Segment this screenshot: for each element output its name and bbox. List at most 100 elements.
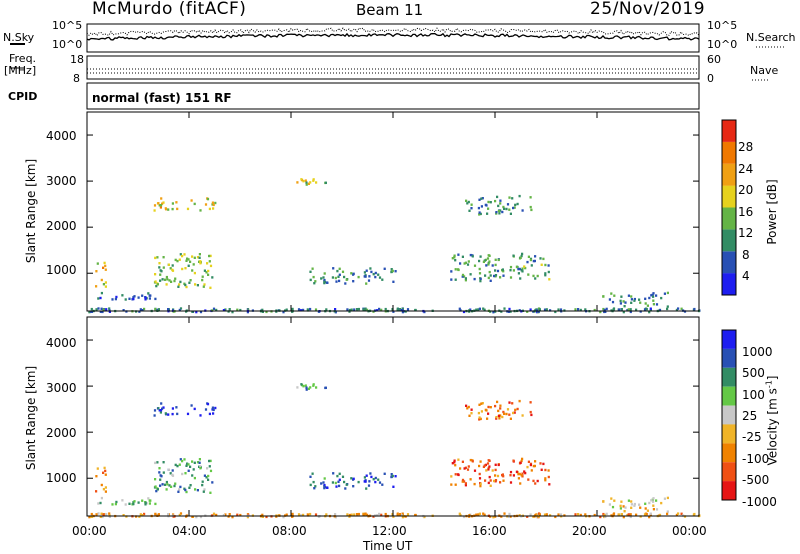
power-echo-cell	[544, 274, 547, 277]
power-echo-cell	[183, 253, 186, 256]
velocity-echo-cell	[155, 489, 158, 493]
velocity-echo-cell	[133, 500, 136, 503]
velocity-echo-cell	[505, 412, 508, 416]
velocity-echo-cell	[352, 485, 355, 488]
power-echo-cell	[523, 265, 526, 268]
power-echo-cell	[128, 297, 131, 300]
velocity-echo-cell	[391, 474, 394, 478]
velocity-echo-cell	[302, 513, 305, 517]
power-echo-cell	[579, 308, 582, 312]
velocity-echo-cell	[605, 512, 608, 516]
velocity-echo-cell	[167, 513, 170, 516]
power-cbar-tick: 24	[738, 162, 754, 176]
power-echo-cell	[296, 181, 299, 184]
velocity-echo-cell	[108, 515, 111, 518]
velocity-echo-cell	[464, 482, 467, 485]
power-echo-cell	[494, 310, 497, 313]
power-echo-cell	[612, 307, 616, 310]
power-echo-cell	[348, 308, 351, 312]
velocity-echo-cell	[168, 484, 171, 487]
velocity-echo-cell	[99, 515, 102, 518]
power-y-tick-label: 3000	[46, 174, 77, 188]
power-echo-cell	[239, 308, 242, 312]
velocity-echo-cell	[392, 485, 395, 488]
power-echo-cell	[153, 209, 156, 212]
power-echo-cell	[285, 308, 288, 311]
power-echo-cell	[186, 257, 189, 260]
power-echo-cell	[306, 308, 309, 311]
velocity-echo-cell	[663, 497, 666, 500]
velocity-echo-cell	[529, 463, 532, 467]
power-echo-cell	[629, 310, 632, 314]
power-echo-cell	[141, 294, 144, 297]
power-echo-cell	[162, 256, 165, 259]
power-echo-cell	[187, 258, 190, 261]
power-echo-cell	[497, 204, 500, 208]
power-echo-cell	[111, 298, 114, 301]
velocity-y-tick-label: 1000	[46, 471, 77, 485]
velocity-echo-cell	[482, 465, 485, 468]
velocity-echo-cell	[296, 386, 299, 389]
power-echo-cell	[178, 283, 181, 286]
power-echo-cell	[381, 278, 384, 281]
power-echo-cell	[331, 276, 334, 279]
velocity-echo-cell	[627, 499, 630, 502]
velocity-echo-cell	[309, 475, 312, 478]
velocity-echo-cell	[352, 477, 355, 480]
velocity-echo-cell	[275, 515, 278, 518]
velocity-echo-cell	[557, 513, 560, 516]
power-echo-cell	[532, 310, 535, 313]
nsky-frame	[86, 23, 700, 53]
power-echo-cell	[521, 267, 524, 270]
power-echo-cell	[171, 202, 174, 205]
velocity-echo-cell	[599, 515, 602, 519]
velocity-echo-cell	[179, 458, 182, 461]
power-echo-cell	[176, 259, 179, 263]
velocity-colorbar-segment	[722, 424, 736, 444]
velocity-colorbar-segment	[722, 405, 736, 425]
velocity-echo-cell	[208, 459, 211, 463]
velocity-echo-cell	[462, 515, 466, 519]
velocity-echo-cell	[401, 512, 404, 515]
velocity-echo-cell	[398, 513, 401, 516]
velocity-echo-cell	[506, 408, 510, 411]
power-echo-cell	[619, 302, 622, 305]
velocity-echo-cell	[559, 513, 563, 516]
power-echo-cell	[193, 202, 196, 206]
velocity-echo-cell	[496, 474, 500, 478]
power-echo-cell	[529, 308, 532, 311]
velocity-echo-cell	[624, 506, 627, 509]
velocity-echo-cell	[520, 474, 523, 477]
velocity-echo-cell	[523, 470, 526, 473]
power-echo-cell	[165, 283, 168, 286]
power-echo-cell	[485, 264, 488, 267]
velocity-echo-cell	[658, 513, 662, 517]
velocity-echo-cell	[159, 478, 162, 481]
velocity-echo-cell	[483, 513, 486, 516]
power-echo-cell	[519, 256, 522, 259]
power-colorbar-segment	[722, 141, 736, 164]
power-echo-cell	[139, 308, 142, 311]
power-echo-cell	[461, 255, 464, 258]
power-echo-cell	[473, 277, 476, 281]
power-echo-cell	[199, 260, 202, 263]
velocity-echo-cell	[195, 515, 198, 519]
velocity-echo-cell	[610, 497, 613, 500]
power-echo-cell	[203, 283, 206, 286]
velocity-echo-cell	[509, 470, 513, 474]
power-echo-cell	[170, 280, 173, 283]
velocity-echo-cell	[400, 514, 403, 517]
velocity-echo-cell	[540, 468, 543, 471]
power-echo-cell	[159, 206, 162, 209]
power-echo-cell	[158, 266, 161, 269]
velocity-echo-cell	[517, 477, 520, 480]
power-echo-cell	[108, 307, 111, 310]
velocity-echo-cell	[499, 404, 502, 407]
power-echo-cell	[486, 212, 489, 215]
power-echo-cell	[97, 307, 100, 310]
velocity-echo-cell	[192, 468, 195, 471]
velocity-echo-cell	[463, 467, 466, 470]
power-echo-cell	[178, 308, 181, 312]
velocity-echo-cell	[644, 507, 647, 510]
power-echo-cell	[100, 307, 103, 310]
